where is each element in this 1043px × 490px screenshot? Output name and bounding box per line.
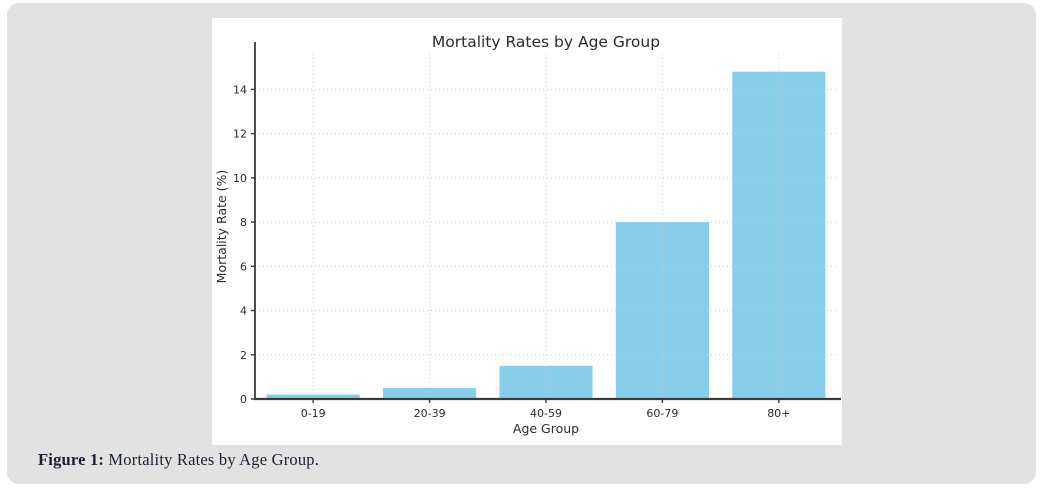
bar-chart: 0 2 4 6 8 10 12 14 0-19 20-39 40-59 60-79 80+ Age Gro… bbox=[214, 33, 841, 436]
y-tick-label: 8 bbox=[240, 216, 247, 229]
y-tick-label: 12 bbox=[233, 128, 247, 141]
y-tick-label: 14 bbox=[233, 83, 247, 96]
y-tick-label: 10 bbox=[233, 172, 247, 185]
x-axis-label: Age Group bbox=[513, 421, 579, 436]
figure-caption-label: Figure 1: bbox=[38, 450, 105, 469]
bar-0-19 bbox=[266, 394, 360, 399]
chart-card: 0 2 4 6 8 10 12 14 0-19 20-39 40-59 60-79 80+ Age Gro… bbox=[212, 18, 842, 445]
x-tick-label: 60-79 bbox=[646, 407, 678, 420]
y-tick-label: 2 bbox=[240, 349, 247, 362]
x-tick-label: 20-39 bbox=[414, 407, 446, 420]
x-tick-label: 40-59 bbox=[530, 407, 562, 420]
figure-caption-text: Mortality Rates by Age Group. bbox=[104, 450, 320, 469]
x-tick-label: 80+ bbox=[767, 407, 790, 420]
y-tick-label: 0 bbox=[240, 393, 247, 406]
y-tick-label: 4 bbox=[240, 305, 247, 318]
bar-80+ bbox=[732, 71, 826, 399]
y-axis-label: Mortality Rate (%) bbox=[214, 170, 229, 284]
figure-caption: Figure 1: Mortality Rates by Age Group. bbox=[38, 450, 319, 470]
content-panel: 0 2 4 6 8 10 12 14 0-19 20-39 40-59 60-79 80+ Age Gro… bbox=[7, 3, 1036, 484]
y-tick-label: 6 bbox=[240, 260, 247, 273]
bar-20-39 bbox=[383, 387, 477, 399]
chart-title: Mortality Rates by Age Group bbox=[432, 33, 660, 51]
x-tick-label: 0-19 bbox=[301, 407, 326, 420]
